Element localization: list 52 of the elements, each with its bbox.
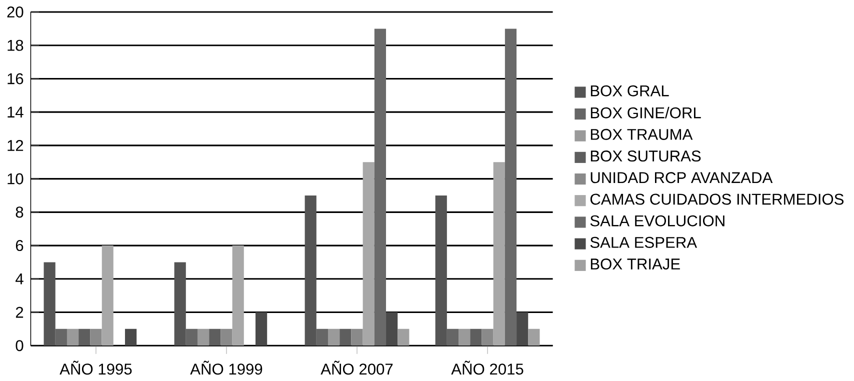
y-tick-label: 6 xyxy=(16,240,24,251)
legend-label: CAMAS CUIDADOS INTERMEDIOS xyxy=(590,194,844,205)
legend-label: BOX GRAL xyxy=(590,85,669,96)
bar xyxy=(66,328,79,346)
y-tick-label: 0 xyxy=(16,340,24,352)
bar xyxy=(174,262,186,346)
bar xyxy=(374,28,386,346)
y-tick-label: 14 xyxy=(8,106,24,118)
x-tick-label: AÑO 1995 xyxy=(60,360,132,375)
bar xyxy=(398,328,410,346)
bar xyxy=(328,328,340,346)
y-tick-label: 8 xyxy=(16,206,24,218)
x-tick-label: AÑO 2015 xyxy=(451,360,524,375)
y-tick-label: 10 xyxy=(8,173,24,184)
bar xyxy=(232,245,244,346)
bar xyxy=(304,195,316,346)
bar xyxy=(435,195,447,346)
y-tick-label: 20 xyxy=(7,6,24,18)
bar xyxy=(55,328,67,346)
y-tick-label: 18 xyxy=(8,40,24,51)
legend-label: SALA EVOLUCION xyxy=(590,215,724,226)
legend-label: BOX SUTURAS xyxy=(590,150,701,162)
bar xyxy=(44,262,56,346)
bar xyxy=(102,245,114,346)
bar xyxy=(446,328,459,346)
y-tick-label: 16 xyxy=(8,73,24,84)
bar xyxy=(256,312,268,346)
y-tick-label: 4 xyxy=(16,273,24,284)
legend-label: SALA ESPERA xyxy=(590,236,698,248)
bar xyxy=(209,328,221,346)
bar xyxy=(516,312,528,346)
bar xyxy=(504,28,517,346)
bar xyxy=(528,328,540,346)
bar xyxy=(362,162,374,346)
bar xyxy=(340,328,352,346)
x-tick-label: AÑO 1999 xyxy=(190,360,262,375)
bar xyxy=(470,328,482,346)
y-tick-label: 2 xyxy=(16,306,24,318)
bar xyxy=(186,328,198,346)
bar xyxy=(386,312,398,346)
bar xyxy=(493,162,505,346)
legend-label: BOX TRIAJE xyxy=(590,258,680,270)
bar xyxy=(316,328,328,346)
legend-label: BOX GINE/ORL xyxy=(590,106,701,118)
bar xyxy=(458,328,470,346)
bar xyxy=(197,328,210,346)
legend-label: UNIDAD RCP AVANZADA xyxy=(590,172,773,184)
legend-label: BOX TRAUMA xyxy=(590,128,693,140)
y-tick-label: 12 xyxy=(8,140,24,151)
bar xyxy=(78,328,90,346)
x-tick-label: AÑO 2007 xyxy=(320,360,393,375)
bar xyxy=(124,328,137,346)
